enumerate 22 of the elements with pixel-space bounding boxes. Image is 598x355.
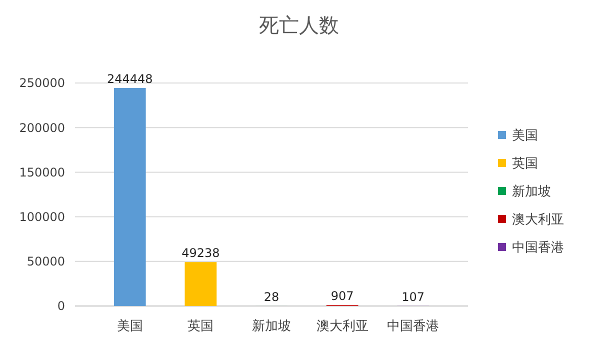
y-tick-label: 200000 <box>19 120 65 135</box>
legend-label: 新加坡 <box>512 184 551 200</box>
data-label: 907 <box>330 289 354 304</box>
y-tick-label: 0 <box>57 299 65 314</box>
legend-label: 澳大利亚 <box>512 212 564 228</box>
x-tick-label: 英国 <box>188 319 214 334</box>
x-tick-label: 美国 <box>116 318 143 334</box>
data-label: 28 <box>264 290 280 304</box>
x-tick-label: 澳大利亚 <box>316 319 368 334</box>
legend-label: 美国 <box>512 128 538 144</box>
y-tick-label: 250000 <box>19 76 65 90</box>
legend-label: 中国香港 <box>512 240 564 256</box>
chart-title: 死亡人数 <box>259 13 339 37</box>
x-tick-label: 新加坡 <box>252 319 291 334</box>
data-label: 107 <box>402 290 425 304</box>
legend-label: 英国 <box>512 156 538 172</box>
x-tick-label: 中国香港 <box>387 319 440 334</box>
y-tick-label: 100000 <box>19 210 65 224</box>
y-tick-label: 150000 <box>19 165 65 180</box>
data-label: 244448 <box>106 72 153 86</box>
y-tick-label: 50000 <box>26 254 65 269</box>
data-label: 49238 <box>182 246 220 260</box>
